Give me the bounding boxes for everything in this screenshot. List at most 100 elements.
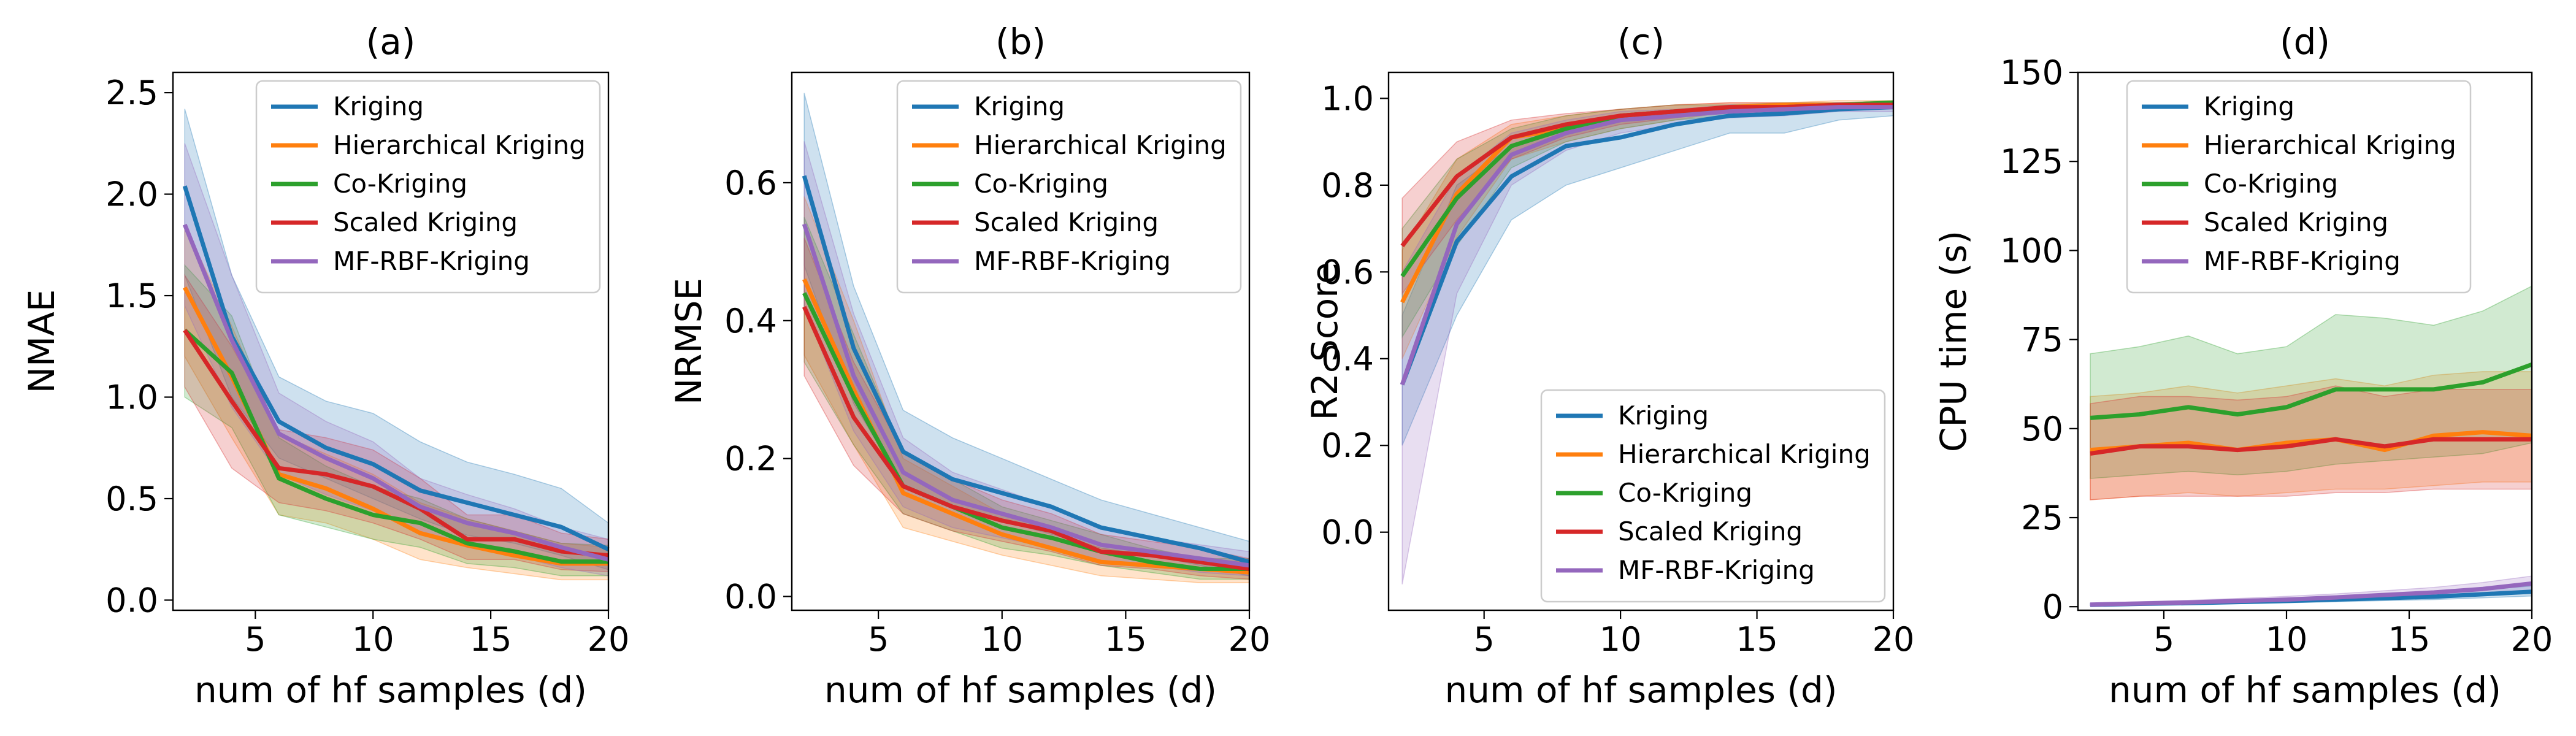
y-tick-label: 1.5 (105, 277, 158, 315)
x-axis-label: num of hf samples (d) (2109, 669, 2501, 711)
y-tick-label: 150 (2000, 53, 2063, 92)
legend-label: Scaled Kriging (1618, 516, 1803, 546)
axes-frame (172, 71, 610, 611)
y-tick-label: 0.5 (105, 480, 158, 518)
series-line-kriging (802, 175, 1250, 564)
legend-label: Hierarchical Kriging (974, 130, 1227, 160)
series-line-kriging (182, 185, 610, 551)
x-tick-label: 5 (2153, 620, 2174, 659)
x-tick-label: 10 (1600, 620, 1642, 659)
y-tick-label: 1.0 (105, 378, 158, 417)
y-tick-label: 0.4 (1321, 340, 1374, 378)
y-tick-label: 1.0 (1321, 79, 1374, 118)
legend-label: Scaled Kriging (2204, 207, 2388, 237)
panel-title: (c) (1617, 21, 1665, 63)
series-line-scaled-kriging (2090, 437, 2532, 456)
legend: Kriging Hierarchical Kriging Co-Kriging Sca… (2126, 80, 2472, 294)
series-line-mf-rbf-kriging (2090, 581, 2532, 607)
x-tick-label: 10 (2266, 620, 2308, 659)
series-line-mf-rbf-kriging (182, 223, 609, 562)
x-tick-label: 20 (588, 620, 630, 659)
series-line-kriging (1400, 105, 1894, 386)
y-tick-label: 25 (2021, 499, 2063, 537)
legend-box (896, 80, 1242, 294)
y-tick-label: 0.8 (1321, 166, 1374, 205)
legend-box (1540, 389, 1886, 603)
series-line-scaled-kriging (802, 305, 1250, 571)
y-tick-label: 50 (2021, 410, 2063, 448)
panel-2: 5 10 15 20 0.0 0.2 0.4 0.6 (b) num of hf samples … (668, 21, 1270, 711)
legend-label: Hierarchical Kriging (1618, 439, 1871, 469)
series-line-mf-rbf-kriging (802, 223, 1250, 568)
axes-frame (791, 71, 1251, 611)
x-tick-label: 10 (981, 620, 1023, 659)
legend-label: Hierarchical Kriging (333, 130, 586, 160)
y-tick-label: 100 (2000, 231, 2063, 270)
y-tick-label: 0.0 (1321, 513, 1374, 552)
legend-label: Scaled Kriging (333, 207, 518, 237)
y-axis-label: NRMSE (668, 278, 710, 405)
legend-label: Co-Kriging (1618, 478, 1752, 508)
series-line-scaled-kriging (1400, 102, 1893, 248)
legend-box (2126, 80, 2472, 294)
panel-title: (b) (995, 21, 1046, 63)
panel-4: 5 10 15 20 0 25 50 75 100 125 150 (d) num of hf samp… (1933, 21, 2553, 711)
y-tick-label: 0.4 (724, 302, 777, 340)
legend: Kriging Hierarchical Kriging Co-Kriging Sca… (1540, 389, 1886, 603)
x-tick-label: 15 (2388, 620, 2431, 659)
legend-label: Co-Kriging (974, 169, 1108, 199)
legend-label: Scaled Kriging (974, 207, 1159, 237)
legend-label: MF-RBF-Kriging (333, 246, 530, 276)
panel-title: (d) (2280, 21, 2330, 63)
series-line-scaled-kriging (183, 329, 609, 558)
x-tick-label: 5 (245, 620, 266, 659)
series-line-mf-rbf-kriging (1400, 105, 1893, 386)
y-axis-label: R2 Score (1304, 262, 1346, 420)
x-axis-label: num of hf samples (d) (1444, 669, 1837, 711)
legend-label: MF-RBF-Kriging (2204, 246, 2401, 276)
legend-label: Kriging (2204, 91, 2294, 121)
legend-label: Co-Kriging (2204, 169, 2338, 199)
x-tick-label: 5 (1474, 620, 1495, 659)
x-tick-label: 20 (1873, 620, 1915, 659)
x-tick-label: 15 (470, 620, 512, 659)
legend-label: Kriging (974, 91, 1065, 121)
y-tick-label: 0.6 (1321, 253, 1374, 291)
y-tick-label: 2.0 (105, 175, 158, 214)
panel-title: (a) (366, 21, 416, 63)
y-tick-label: 0.6 (724, 164, 777, 202)
legend-label: MF-RBF-Kriging (974, 246, 1171, 276)
y-tick-label: 0.0 (105, 581, 158, 619)
legend: Kriging Hierarchical Kriging Co-Kriging Sca… (255, 80, 601, 294)
panel-3: 5 10 15 20 0.0 0.2 0.4 0.6 0.8 1.0 (c) num of hf sa… (1304, 21, 1914, 711)
y-tick-label: 0 (2042, 588, 2063, 626)
legend-label: MF-RBF-Kriging (1618, 555, 1815, 585)
y-axis-label: NMAE (21, 289, 63, 394)
y-tick-label: 125 (2000, 142, 2063, 181)
x-axis-label: num of hf samples (d) (194, 669, 587, 711)
y-tick-label: 0.2 (724, 440, 777, 478)
x-tick-label: 10 (352, 620, 394, 659)
x-tick-label: 20 (2511, 620, 2553, 659)
axes-frame (1387, 71, 1895, 611)
axes-frame (2077, 71, 2533, 611)
legend-label: Hierarchical Kriging (2204, 130, 2456, 160)
series-line-co-kriging (2090, 362, 2533, 420)
y-tick-label: 75 (2021, 321, 2063, 359)
legend-box (255, 80, 601, 294)
legend-label: Kriging (333, 91, 424, 121)
x-axis-label: num of hf samples (d) (824, 669, 1217, 711)
x-tick-label: 5 (868, 620, 889, 659)
x-tick-label: 20 (1229, 620, 1271, 659)
legend: Kriging Hierarchical Kriging Co-Kriging Sca… (896, 80, 1242, 294)
x-tick-label: 15 (1105, 620, 1147, 659)
legend-label: Kriging (1618, 401, 1709, 431)
y-tick-label: 0.0 (724, 578, 777, 616)
y-tick-label: 2.5 (105, 74, 158, 112)
x-tick-label: 15 (1736, 620, 1778, 659)
legend-label: Co-Kriging (333, 169, 467, 199)
series-line-co-kriging (183, 328, 608, 564)
series-line-co-kriging (802, 292, 1249, 571)
y-axis-label: CPU time (s) (1933, 231, 1974, 452)
